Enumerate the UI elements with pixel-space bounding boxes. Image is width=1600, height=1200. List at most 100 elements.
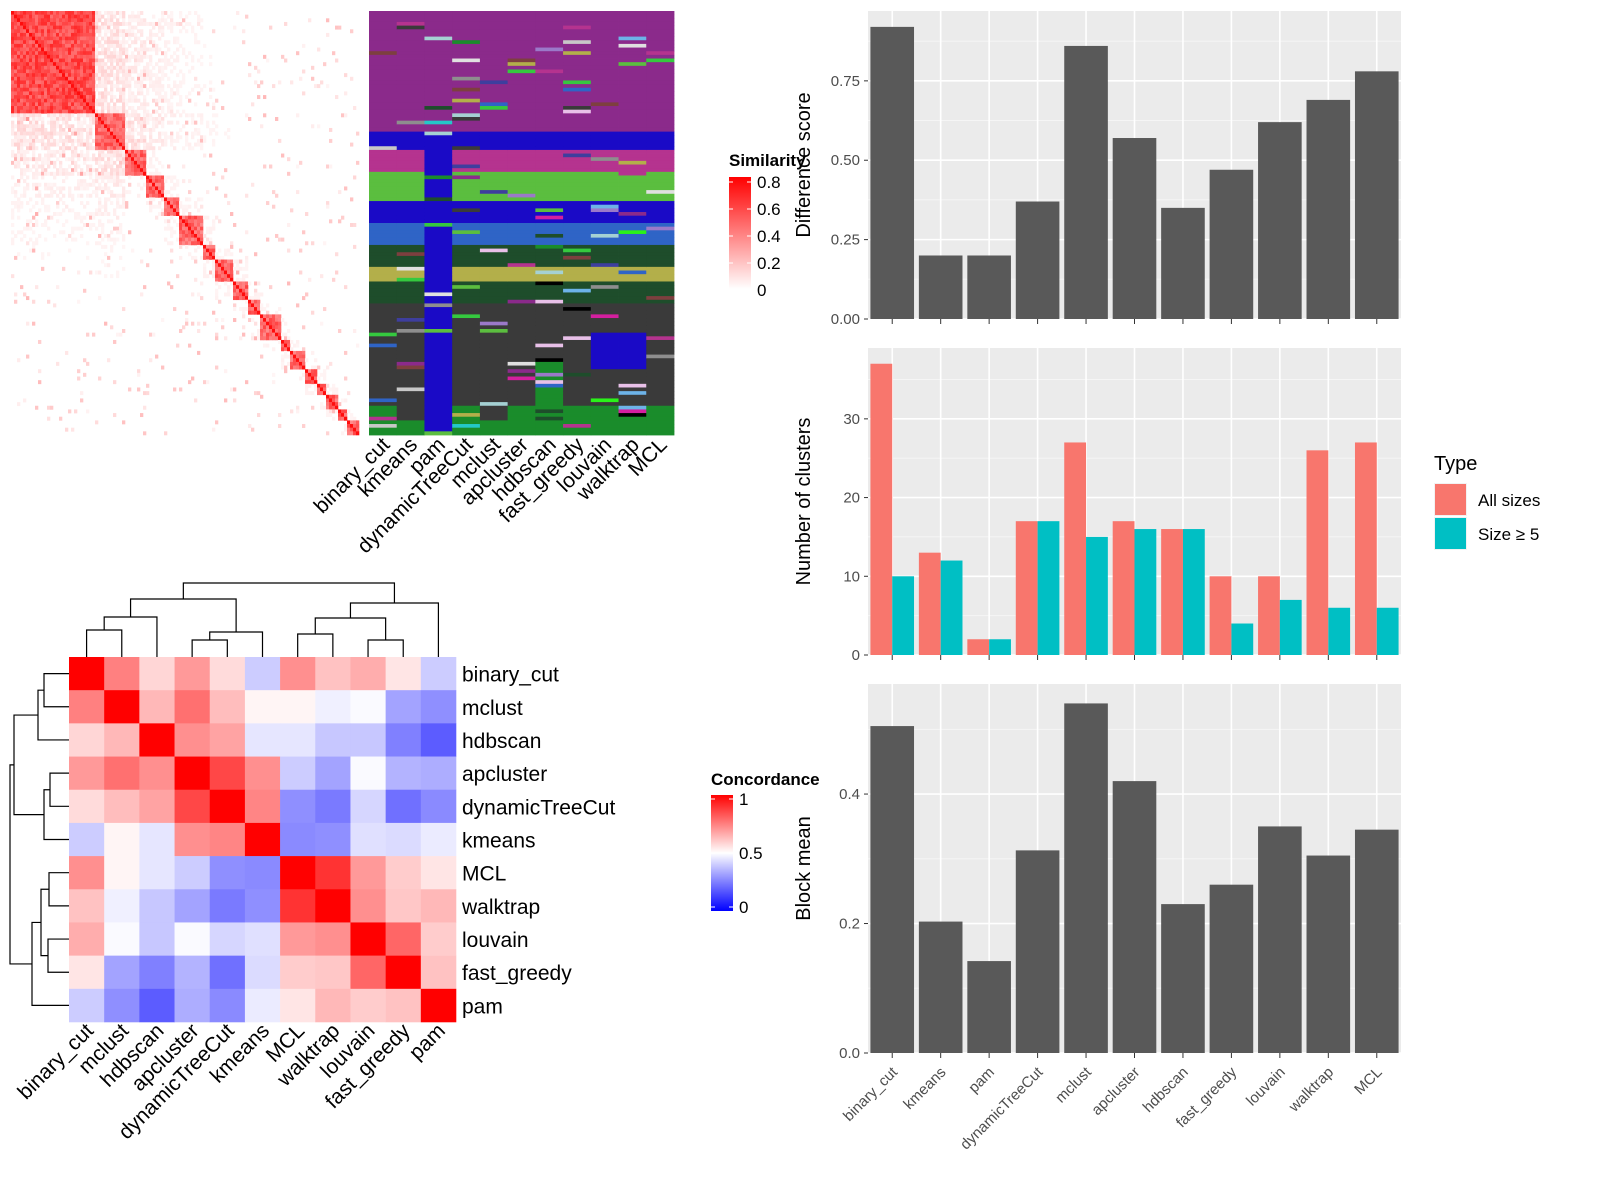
- similarity-cell: [119, 171, 123, 176]
- membership-cell: [396, 168, 425, 173]
- membership-cell: [452, 135, 481, 140]
- similarity-cell: [53, 117, 57, 121]
- similarity-cell: [194, 40, 198, 45]
- similarity-cell: [71, 73, 75, 78]
- concordance-cell: [139, 889, 175, 923]
- membership-cell: [424, 416, 453, 421]
- similarity-cell: [248, 62, 252, 67]
- membership-cell: [563, 285, 592, 290]
- membership-cell: [535, 369, 564, 374]
- membership-cell: [369, 135, 398, 140]
- similarity-cell: [140, 21, 144, 26]
- bar: [1064, 703, 1108, 1053]
- similarity-cell: [224, 131, 228, 136]
- similarity-cell: [164, 18, 168, 23]
- concordance-cell: [209, 789, 246, 824]
- similarity-cell: [260, 325, 264, 330]
- similarity-cell: [101, 51, 105, 56]
- similarity-cell: [107, 102, 111, 107]
- similarity-cell: [149, 21, 153, 26]
- similarity-cell: [86, 142, 90, 147]
- similarity-cell: [137, 120, 141, 125]
- similarity-cell: [110, 230, 114, 235]
- similarity-cell: [104, 120, 108, 125]
- similarity-cell: [227, 288, 231, 293]
- similarity-cell: [50, 106, 54, 110]
- similarity-cell: [101, 106, 105, 110]
- similarity-cell: [152, 146, 156, 151]
- membership-cell: [590, 391, 619, 396]
- similarity-cell: [158, 76, 162, 81]
- similarity-cell: [68, 91, 72, 96]
- similarity-cell: [113, 153, 117, 158]
- similarity-cell: [38, 87, 42, 92]
- similarity-cell: [188, 21, 192, 26]
- similarity-cell: [137, 87, 141, 92]
- similarity-cell: [125, 102, 129, 107]
- membership-cell: [452, 332, 481, 337]
- similarity-cell: [299, 354, 303, 359]
- similarity-cell: [110, 160, 114, 165]
- membership-cell: [479, 288, 509, 293]
- similarity-cell: [38, 51, 42, 56]
- similarity-cell: [200, 146, 204, 151]
- membership-cell: [590, 347, 619, 352]
- similarity-cell: [50, 65, 54, 70]
- similarity-cell: [140, 106, 144, 110]
- membership-cell: [618, 288, 647, 293]
- similarity-cell: [65, 54, 69, 59]
- y-tick-label: 0.2: [839, 916, 860, 933]
- similarity-cell: [278, 329, 282, 333]
- membership-cell: [563, 361, 592, 366]
- similarity-cell: [29, 138, 33, 143]
- similarity-cell: [80, 391, 84, 396]
- membership-cell: [507, 332, 536, 337]
- concordance-cell: [315, 889, 351, 923]
- similarity-cell: [137, 54, 141, 59]
- similarity-cell: [71, 62, 75, 67]
- similarity-cell: [194, 102, 198, 107]
- similarity-cell: [128, 230, 132, 235]
- similarity-cell: [287, 343, 291, 348]
- similarity-cell: [137, 62, 141, 67]
- membership-cell: [507, 416, 536, 421]
- similarity-cell: [299, 76, 303, 81]
- membership-cell: [452, 420, 481, 425]
- similarity-cell: [158, 36, 162, 41]
- membership-cell: [396, 47, 425, 52]
- membership-cell: [646, 201, 675, 206]
- concordance-legend-label: 0: [739, 898, 748, 917]
- membership-cell: [535, 318, 564, 323]
- membership-cell: [369, 171, 398, 176]
- similarity-cell: [20, 36, 24, 41]
- similarity-cell: [149, 164, 153, 169]
- similarity-cell: [152, 175, 156, 180]
- similarity-cell: [128, 43, 132, 48]
- similarity-cell: [128, 175, 132, 180]
- similarity-cell: [11, 109, 15, 114]
- similarity-cell: [32, 87, 36, 92]
- similarity-cell: [101, 244, 105, 249]
- similarity-cell: [104, 102, 108, 107]
- concordance-row-label: louvain: [462, 929, 529, 952]
- similarity-cell: [140, 73, 144, 78]
- similarity-cell: [209, 80, 213, 85]
- similarity-cell: [170, 69, 174, 74]
- similarity-cell: [155, 168, 159, 173]
- similarity-cell: [47, 29, 51, 34]
- membership-cell: [424, 69, 453, 74]
- similarity-cell: [161, 87, 165, 92]
- similarity-cell: [41, 124, 45, 129]
- membership-cell: [369, 416, 398, 421]
- bar: [1279, 599, 1302, 655]
- membership-cell: [618, 102, 647, 107]
- membership-cell: [452, 270, 481, 275]
- similarity-cell: [86, 73, 90, 78]
- similarity-cell: [53, 106, 57, 110]
- similarity-cell: [323, 387, 327, 392]
- similarity-cell: [14, 25, 18, 30]
- similarity-cell: [167, 208, 171, 213]
- membership-cell: [479, 18, 509, 23]
- membership-cell: [396, 358, 425, 363]
- bar: [1231, 623, 1254, 655]
